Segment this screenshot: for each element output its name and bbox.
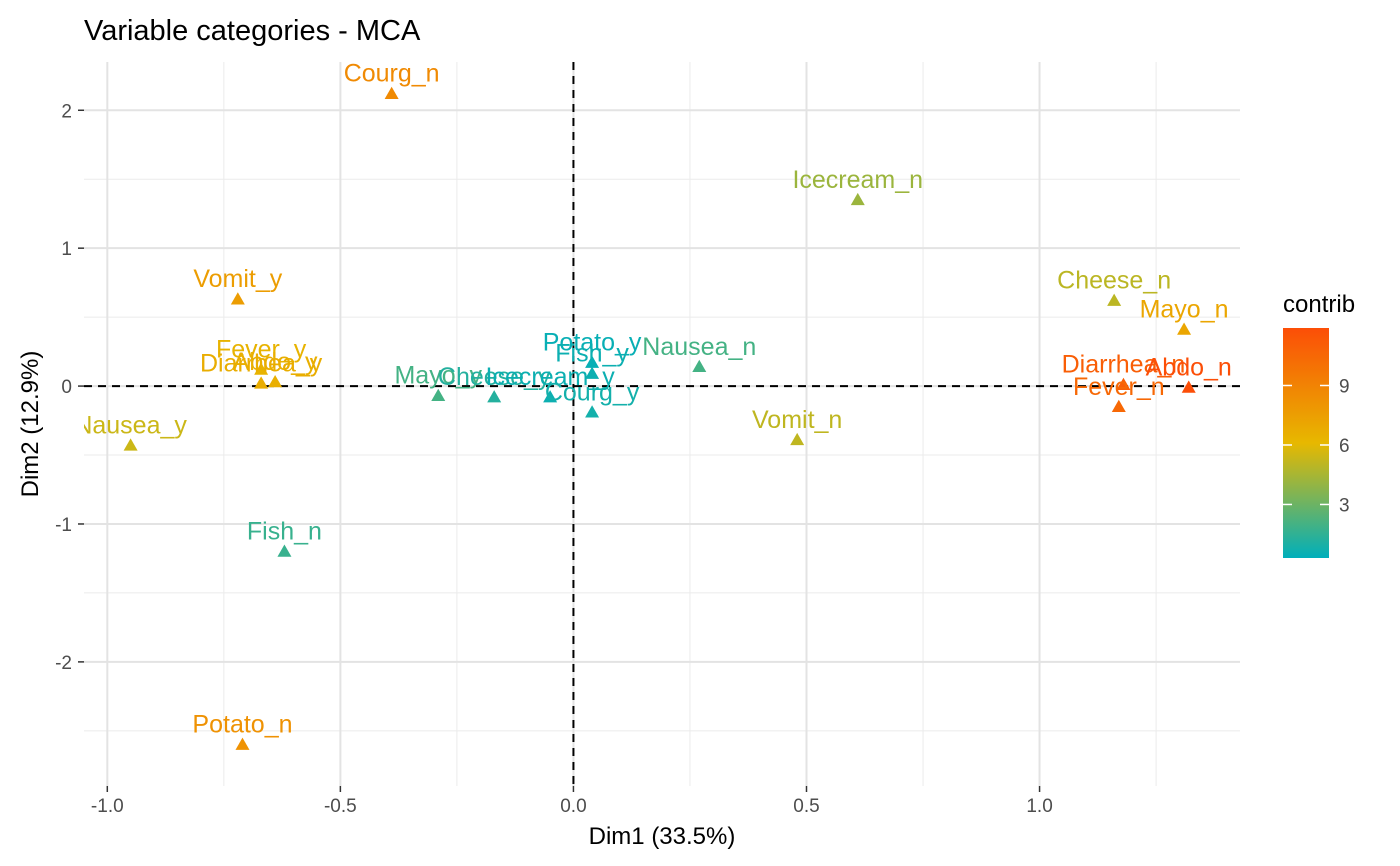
point-label: Icecream_y bbox=[486, 363, 616, 391]
point-label: Fish_y bbox=[555, 340, 629, 368]
point-marker bbox=[585, 355, 600, 368]
point-label: Diarrhea_y bbox=[200, 349, 323, 377]
point-marker bbox=[235, 737, 250, 750]
legend-tick-label: 6 bbox=[1339, 436, 1350, 457]
point-label: Vomit_n bbox=[752, 406, 842, 434]
point-label: Diarrhea_n bbox=[1062, 351, 1186, 379]
point-label: Potato_y bbox=[543, 329, 642, 357]
point-label: Mayo_n bbox=[1140, 296, 1229, 324]
point-marker bbox=[230, 292, 245, 305]
y-tick-label: 1 bbox=[61, 239, 72, 260]
reference-lines bbox=[84, 62, 1240, 786]
point-marker bbox=[585, 366, 600, 379]
point-marker bbox=[1177, 322, 1192, 335]
point-label: Fever_n bbox=[1073, 373, 1165, 401]
legend: contrib 3 6 9 bbox=[1283, 291, 1355, 558]
point-label: Mayo_y bbox=[394, 362, 482, 390]
chart-title: Variable categories - MCA bbox=[84, 15, 421, 47]
y-tick-label: 2 bbox=[61, 101, 72, 122]
point-marker bbox=[850, 192, 865, 206]
y-tick-label: -1 bbox=[55, 515, 72, 536]
y-axis-title: Dim2 (12.9%) bbox=[17, 351, 44, 498]
point-label: Abdo_n bbox=[1146, 353, 1232, 381]
x-tick-label: 1.0 bbox=[1026, 796, 1052, 817]
point-label: Potato_n bbox=[192, 711, 292, 739]
point-marker bbox=[431, 388, 446, 401]
legend-colorbar bbox=[1283, 328, 1329, 558]
y-axis-ticks: -2 -1 0 1 2 bbox=[55, 101, 84, 674]
point-marker bbox=[1181, 380, 1196, 393]
legend-title: contrib bbox=[1283, 291, 1355, 318]
point-marker bbox=[1116, 377, 1131, 390]
x-axis-title: Dim1 (33.5%) bbox=[589, 823, 736, 850]
point-marker bbox=[277, 544, 292, 557]
point-label: Cheese_n bbox=[1057, 267, 1171, 295]
point-markers bbox=[123, 86, 1196, 750]
point-marker bbox=[1111, 399, 1126, 413]
point-marker bbox=[1107, 293, 1122, 306]
point-label: Fever_y bbox=[216, 336, 307, 364]
legend-ticks: 3 6 9 bbox=[1283, 377, 1350, 516]
point-label: Courg_y bbox=[545, 378, 640, 406]
x-axis-ticks: -1.0 -0.5 0.0 0.5 1.0 bbox=[91, 786, 1053, 817]
legend-tick-label: 3 bbox=[1339, 495, 1350, 516]
point-label: Icecream_n bbox=[792, 166, 923, 194]
x-tick-label: 0.0 bbox=[560, 796, 586, 817]
x-tick-label: -0.5 bbox=[324, 796, 357, 817]
grid-minor bbox=[84, 62, 1240, 786]
point-label: Cheese_y bbox=[438, 363, 551, 391]
point-label: Courg_n bbox=[344, 60, 440, 88]
point-marker bbox=[123, 438, 138, 451]
plot-panel bbox=[84, 62, 1240, 786]
point-marker bbox=[543, 390, 558, 403]
point-marker bbox=[487, 390, 502, 403]
x-tick-label: 0.5 bbox=[793, 796, 819, 817]
point-marker bbox=[254, 376, 269, 389]
point-marker bbox=[268, 374, 283, 388]
point-marker bbox=[585, 405, 600, 418]
x-tick-label: -1.0 bbox=[91, 796, 124, 817]
point-marker bbox=[254, 362, 269, 375]
point-label: Fish_n bbox=[247, 518, 322, 546]
point-marker bbox=[692, 359, 707, 373]
point-marker bbox=[384, 86, 399, 99]
point-label: Vomit_y bbox=[193, 265, 282, 293]
y-tick-label: 0 bbox=[61, 377, 72, 398]
point-label: Nausea_n bbox=[642, 333, 756, 361]
point-label: Abdo_y bbox=[233, 348, 318, 376]
y-tick-label: -2 bbox=[55, 653, 72, 674]
point-marker bbox=[790, 432, 805, 446]
legend-tick-label: 9 bbox=[1339, 377, 1350, 398]
point-label: Nausea_y bbox=[74, 411, 187, 439]
